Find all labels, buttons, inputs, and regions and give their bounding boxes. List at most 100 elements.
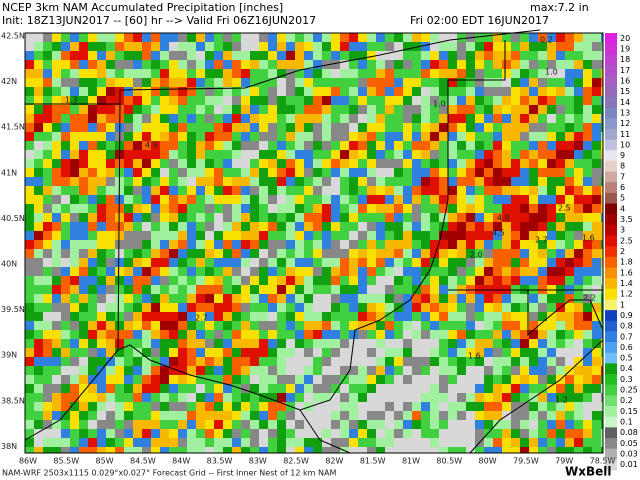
colorbar-label: 0.01	[620, 460, 638, 469]
precip-cell	[457, 42, 466, 51]
precip-cell	[25, 150, 34, 159]
precip-cell	[574, 105, 583, 114]
precip-cell	[160, 240, 169, 249]
precip-cell	[151, 294, 160, 303]
precip-cell	[430, 33, 439, 42]
precip-cell	[205, 87, 214, 96]
precip-cell	[430, 402, 439, 411]
precip-cell	[502, 339, 511, 348]
precip-cell	[232, 384, 241, 393]
precip-cell	[241, 87, 250, 96]
precip-cell	[583, 177, 592, 186]
precip-cell	[160, 105, 169, 114]
precip-cell	[322, 231, 331, 240]
precip-cell	[142, 321, 151, 330]
precip-cell	[313, 321, 322, 330]
precip-cell	[403, 105, 412, 114]
precip-cell	[160, 384, 169, 393]
precip-cell	[529, 411, 538, 420]
precip-cell	[565, 402, 574, 411]
precip-cell	[313, 231, 322, 240]
precip-cell	[97, 267, 106, 276]
precip-cell	[214, 249, 223, 258]
precip-cell	[322, 402, 331, 411]
precip-cell	[196, 159, 205, 168]
precip-cell	[376, 312, 385, 321]
precip-cell	[52, 141, 61, 150]
precip-cell	[538, 276, 547, 285]
precip-cell	[574, 141, 583, 150]
precip-cell	[97, 447, 106, 453]
precip-cell	[322, 186, 331, 195]
precip-cell	[547, 168, 556, 177]
precip-cell	[484, 249, 493, 258]
precip-cell	[583, 150, 592, 159]
precip-cell	[367, 429, 376, 438]
precip-cell	[97, 357, 106, 366]
precip-cell	[115, 240, 124, 249]
precip-cell	[205, 150, 214, 159]
precip-cell	[520, 249, 529, 258]
precip-cell	[70, 33, 79, 42]
precip-cell	[592, 87, 601, 96]
precip-cell	[502, 159, 511, 168]
precip-cell	[448, 51, 457, 60]
precip-cell	[511, 312, 520, 321]
precip-cell	[403, 276, 412, 285]
precip-cell	[322, 33, 331, 42]
precip-cell	[124, 42, 133, 51]
precip-cell	[196, 303, 205, 312]
precip-cell	[565, 96, 574, 105]
precip-cell	[214, 330, 223, 339]
precip-cell	[115, 249, 124, 258]
precip-cell	[547, 357, 556, 366]
precip-cell	[79, 213, 88, 222]
precip-cell	[151, 420, 160, 429]
precip-cell	[439, 303, 448, 312]
precip-cell	[592, 267, 601, 276]
precip-cell	[502, 195, 511, 204]
precip-cell	[430, 114, 439, 123]
precip-cell	[88, 258, 97, 267]
precip-cell	[367, 294, 376, 303]
precip-cell	[439, 213, 448, 222]
precip-cell	[151, 321, 160, 330]
precip-cell	[34, 429, 43, 438]
precip-cell	[430, 366, 439, 375]
precip-cell	[385, 411, 394, 420]
precip-cell	[277, 366, 286, 375]
precip-cell	[565, 393, 574, 402]
precip-cell	[331, 159, 340, 168]
precip-cell	[241, 78, 250, 87]
precip-cell	[358, 330, 367, 339]
precip-cell	[43, 321, 52, 330]
precip-cell	[25, 384, 34, 393]
precip-cell	[142, 375, 151, 384]
precip-cell	[160, 420, 169, 429]
precip-cell	[142, 177, 151, 186]
precip-cell	[133, 411, 142, 420]
precip-cell	[43, 123, 52, 132]
precip-cell	[574, 375, 583, 384]
precip-cell	[583, 339, 592, 348]
precip-cell	[97, 150, 106, 159]
precip-cell	[97, 186, 106, 195]
precip-cell	[205, 204, 214, 213]
precip-cell	[349, 132, 358, 141]
precip-cell	[448, 267, 457, 276]
precip-cell	[88, 150, 97, 159]
precip-cell	[412, 177, 421, 186]
precip-cell	[304, 150, 313, 159]
precip-cell	[79, 231, 88, 240]
precip-cell	[529, 213, 538, 222]
precip-cell	[70, 204, 79, 213]
precip-cell	[340, 285, 349, 294]
precip-cell	[52, 195, 61, 204]
precip-cell	[295, 69, 304, 78]
precip-cell	[511, 258, 520, 267]
precip-cell	[151, 42, 160, 51]
precip-cell	[250, 357, 259, 366]
precip-cell	[547, 60, 556, 69]
precip-cell	[70, 393, 79, 402]
precip-cell	[466, 321, 475, 330]
